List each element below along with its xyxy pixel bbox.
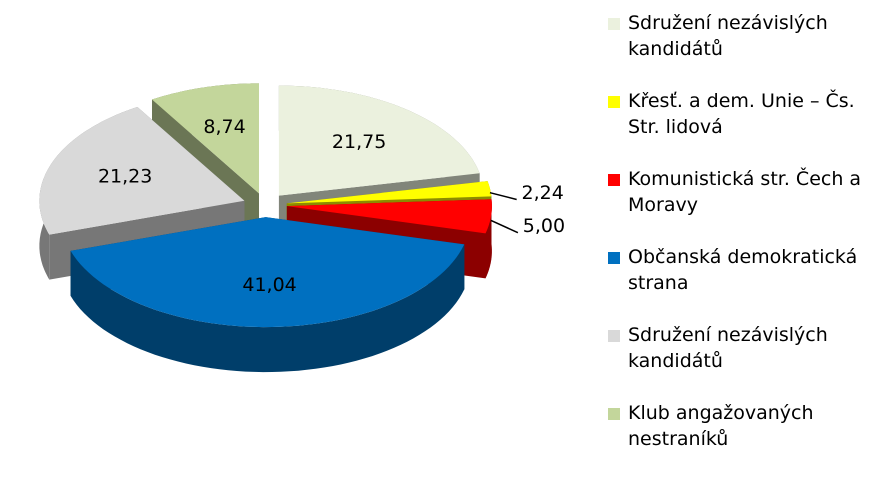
slice-wall	[70, 244, 465, 373]
pie-slice	[70, 217, 465, 373]
legend-swatch	[608, 330, 620, 342]
leader-line	[490, 219, 519, 234]
slice-top	[286, 181, 492, 204]
legend-swatch	[608, 18, 620, 30]
legend-label: Sdružení nezávislých kandidátů	[628, 12, 828, 60]
data-label: 21,23	[98, 166, 152, 188]
legend-label: Občanská demokratická strana	[628, 246, 858, 294]
data-label: 5,00	[523, 215, 565, 237]
legend: Sdružení nezávislých kandidátů Křesť. a d…	[608, 10, 892, 478]
data-label: 41,04	[242, 274, 296, 296]
slice-top	[39, 107, 245, 235]
legend-item: Komunistická str. Čech a Moravy	[608, 166, 892, 244]
slice-top	[278, 85, 480, 196]
legend-swatch	[608, 174, 620, 186]
leader-line	[489, 191, 517, 201]
slice-wall	[485, 199, 492, 279]
data-label: 2,24	[522, 182, 564, 204]
legend-item: Sdružení nezávislých kandidátů	[608, 10, 892, 88]
chart: 21,75 2,24 5,00 41,04 21,23 8,74	[39, 83, 565, 373]
pie-slice	[39, 107, 245, 280]
legend-item: Křesť. a dem. Unie – Čs. Str. lidová	[608, 88, 892, 166]
slice-top	[286, 199, 492, 234]
slice-top	[70, 217, 465, 328]
legend-swatch	[608, 96, 620, 108]
data-label: 21,75	[332, 131, 386, 153]
page: 21,75 2,24 5,00 41,04 21,23 8,74 Sdružení nez…	[39, 12, 862, 450]
legend-label: Klub angažovaných nestraníků	[628, 402, 814, 450]
legend-label: Komunistická str. Čech a Moravy	[628, 168, 862, 216]
legend-item: Občanská demokratická strana	[608, 244, 892, 322]
legend-swatch	[608, 252, 620, 264]
legend-label: Křesť. a dem. Unie – Čs. Str. lidová	[628, 90, 855, 138]
legend-item: Klub angažovaných nestraníků	[608, 400, 892, 478]
slice-top	[152, 83, 259, 194]
data-label: 8,74	[203, 116, 245, 138]
legend-swatch	[608, 408, 620, 420]
legend-label: Sdružení nezávislých kandidátů	[628, 324, 828, 372]
legend-item: Sdružení nezávislých kandidátů	[608, 322, 892, 400]
